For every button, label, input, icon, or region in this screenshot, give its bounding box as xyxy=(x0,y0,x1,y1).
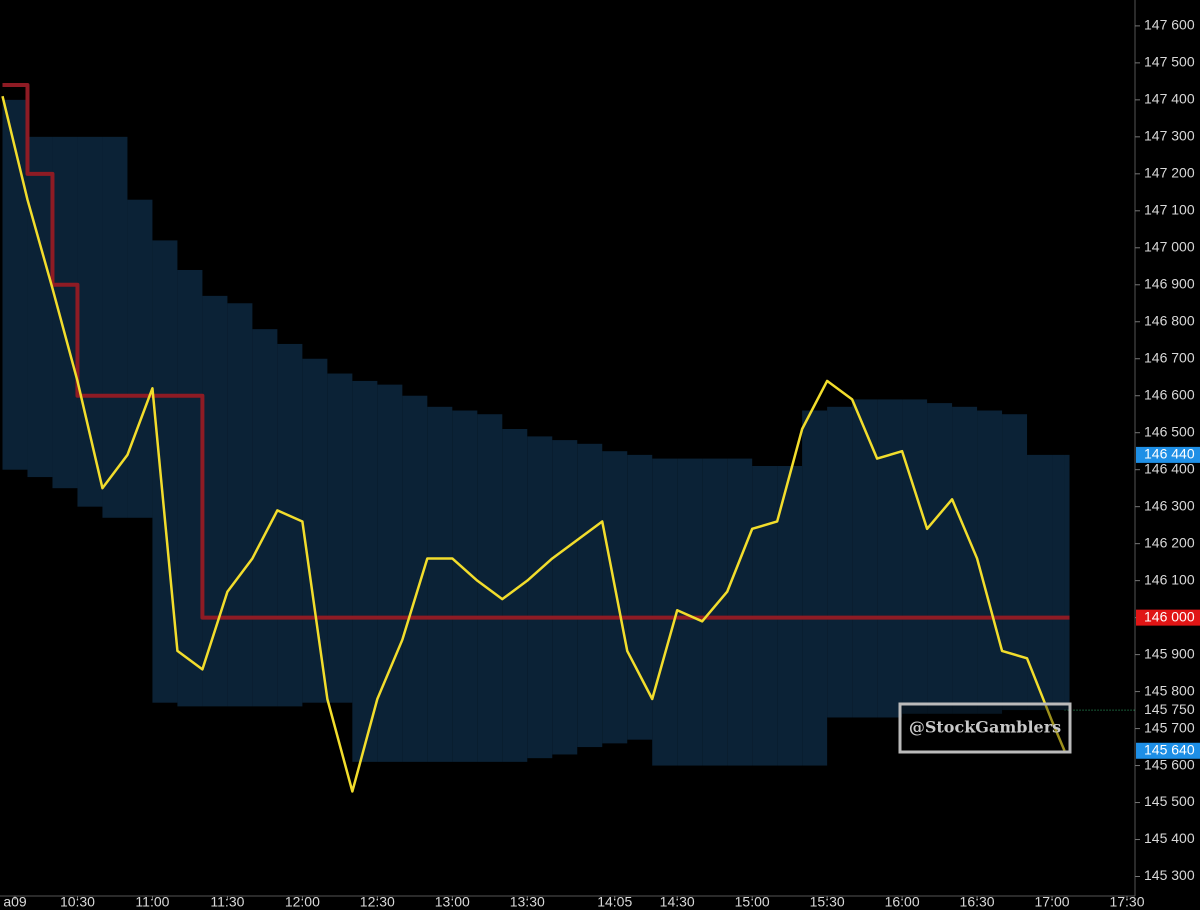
band-segment xyxy=(452,410,478,762)
band-segment xyxy=(2,99,28,470)
band-segment xyxy=(652,458,678,766)
band-segment xyxy=(27,136,53,478)
y-tick-label: 147 500 xyxy=(1144,54,1195,70)
band-segment xyxy=(802,410,828,766)
x-tick-label: 14:30 xyxy=(660,894,695,910)
y-tick-label: 145 300 xyxy=(1144,867,1195,883)
price-marker-label: 146 000 xyxy=(1144,608,1195,624)
y-tick-label: 147 400 xyxy=(1144,91,1195,107)
x-tick-label: 17:00 xyxy=(1035,894,1070,910)
y-tick-label: 145 500 xyxy=(1144,793,1195,809)
price-marker xyxy=(1136,446,1200,463)
band-segment xyxy=(702,458,728,766)
band-segment xyxy=(727,458,753,766)
x-tick-label: 16:00 xyxy=(885,894,920,910)
band-segment xyxy=(1027,454,1053,711)
watermark-text: @StockGamblers xyxy=(909,718,1061,737)
band-segment xyxy=(377,384,403,762)
y-tick-label: 146 400 xyxy=(1144,460,1195,476)
x-tick-label: 11:30 xyxy=(210,894,244,910)
x-tick-label: 12:30 xyxy=(360,894,395,910)
x-tick-label: a09 xyxy=(3,894,27,910)
band-segment xyxy=(877,399,903,718)
watermark-box xyxy=(898,702,1072,754)
band-segment xyxy=(352,380,378,762)
x-tick-label: 15:30 xyxy=(810,894,845,910)
y-tick-label: 146 600 xyxy=(1144,386,1195,402)
price-marker xyxy=(1136,742,1200,759)
x-tick-label: 13:00 xyxy=(435,894,470,910)
band-segment xyxy=(427,406,453,762)
band-segment xyxy=(602,451,628,744)
band-segment xyxy=(552,440,578,755)
band-segment xyxy=(577,443,603,748)
band-segment xyxy=(77,136,103,507)
y-tick-label: 146 100 xyxy=(1144,571,1195,587)
x-tick-label: 17:30 xyxy=(1109,894,1144,910)
y-tick-label: 145 700 xyxy=(1144,719,1195,735)
price-line xyxy=(1,95,1066,793)
y-tick-label: 147 200 xyxy=(1144,165,1195,181)
price-marker-label: 146 440 xyxy=(1144,446,1195,462)
band-segment xyxy=(402,395,428,762)
band-segment xyxy=(927,403,953,714)
price-marker-label: 145 640 xyxy=(1144,741,1195,757)
band-segment xyxy=(302,358,328,703)
x-tick-label: 11:00 xyxy=(135,894,169,910)
band-segment xyxy=(477,414,503,762)
y-tick-label: 147 000 xyxy=(1144,238,1195,254)
band-segment xyxy=(527,436,553,759)
band-segment xyxy=(227,303,253,707)
y-tick-label: 146 200 xyxy=(1144,534,1195,550)
band-segment xyxy=(827,406,853,718)
x-tick-label: 10:30 xyxy=(60,894,95,910)
band-segment xyxy=(1064,454,1070,711)
band-segment xyxy=(152,240,178,703)
band-segment xyxy=(952,406,978,714)
band-segment xyxy=(902,399,928,714)
y-tick-label: 145 600 xyxy=(1144,756,1195,772)
band-segment xyxy=(627,454,653,740)
band-segment xyxy=(327,373,353,703)
last-price-label: 145 750 xyxy=(1144,701,1195,717)
x-tick-label: 16:30 xyxy=(960,894,995,910)
band-segment xyxy=(177,269,203,707)
band-segment xyxy=(977,410,1003,714)
band-segment xyxy=(1052,454,1065,711)
y-tick-label: 147 300 xyxy=(1144,128,1195,144)
y-tick-label: 147 600 xyxy=(1144,17,1195,33)
band-segment xyxy=(277,343,303,707)
band-segment xyxy=(52,136,78,489)
band-segment xyxy=(852,399,878,718)
y-tick-label: 146 900 xyxy=(1144,275,1195,291)
band-segment xyxy=(202,295,228,707)
watermark: @StockGamblers xyxy=(898,702,1072,754)
x-tick-label: 15:00 xyxy=(735,894,770,910)
y-tick-label: 146 800 xyxy=(1144,312,1195,328)
band-segment xyxy=(1002,414,1028,711)
y-tick-label: 145 800 xyxy=(1144,682,1195,698)
y-tick-label: 146 700 xyxy=(1144,349,1195,365)
x-tick-label: 13:30 xyxy=(510,894,545,910)
band-segment xyxy=(127,199,153,518)
band-segment xyxy=(102,136,128,518)
price-marker xyxy=(1136,609,1200,626)
x-tick-label: 14:05 xyxy=(597,894,632,910)
y-tick-label: 147 100 xyxy=(1144,202,1195,218)
y-tick-label: 145 400 xyxy=(1144,830,1195,846)
x-tick-label: 12:00 xyxy=(285,894,320,910)
y-tick-label: 145 900 xyxy=(1144,645,1195,661)
step-line xyxy=(2,83,1070,620)
y-tick-label: 146 300 xyxy=(1144,497,1195,513)
y-tick-label: 146 500 xyxy=(1144,423,1195,439)
